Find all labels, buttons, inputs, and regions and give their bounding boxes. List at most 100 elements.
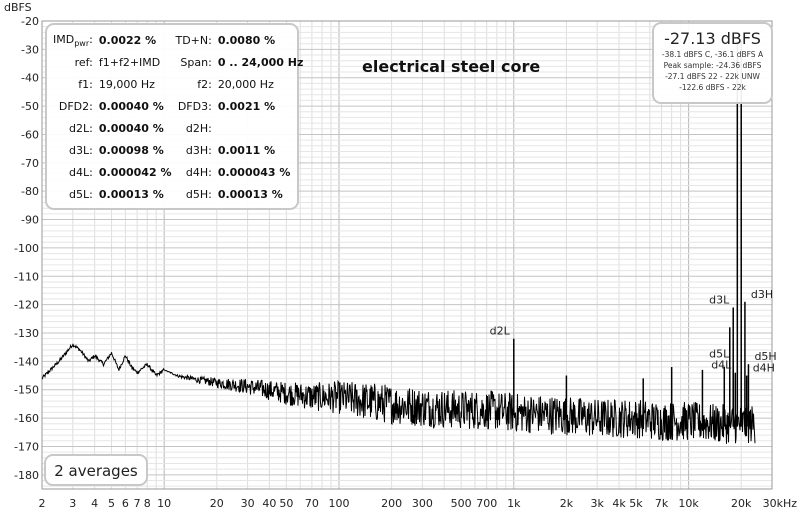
x-tick-label: 4k	[612, 497, 626, 510]
x-tick-label: 30	[241, 497, 255, 510]
stats-row: d5L: 0.00013 % d5H: 0.00013 %	[51, 183, 305, 205]
peak-label: d4H	[753, 362, 775, 375]
stats-value: 0.000043 %	[217, 165, 291, 179]
stats-value: 19,000 Hz	[98, 77, 155, 91]
axes: -20 -30 -40 -50 -60 -70 -80 -90 -100 -110 -120 -130…	[4, 1, 797, 510]
stats-value: 0 .. 24,000 Hz	[217, 55, 304, 69]
stats-label: f2:	[197, 77, 212, 91]
y-tick-label: -150	[14, 384, 39, 397]
y-tick-label: -170	[14, 440, 39, 453]
averages-badge: 2 averages	[44, 454, 148, 486]
x-tick-label: 40	[262, 497, 276, 510]
stats-label: DFD2:	[58, 99, 93, 113]
x-tick-label: 1k	[507, 497, 521, 510]
stats-value: 0.00013 %	[98, 187, 164, 201]
peak-label: d2L	[490, 325, 511, 338]
stats-label: DFD3:	[177, 99, 212, 113]
x-tick-label: 3k	[591, 497, 605, 510]
x-tick-label: 50	[279, 497, 293, 510]
trace-layer	[41, 343, 756, 444]
stats-value: 0.00013 %	[217, 187, 283, 201]
x-tick-label: 8	[144, 497, 151, 510]
x-tick-label: 300	[412, 497, 433, 510]
plot-frame	[41, 20, 773, 490]
level-main: -27.13 dBFS	[664, 29, 761, 48]
stats-label: TD+N:	[175, 33, 212, 47]
stats-row: IMDpwr: 0.0022 % TD+N: 0.0080 %	[51, 29, 305, 51]
level-line-3: -27.1 dBFS 22 - 22k UNW	[665, 72, 760, 81]
stats-row: ref: f1+f2+IMD Span: 0 .. 24,000 Hz	[51, 51, 305, 73]
stats-value: 0.00040 %	[98, 121, 164, 135]
stats-table: IMDpwr: 0.0022 % TD+N: 0.0080 % ref: f1+f2+IM…	[51, 29, 305, 205]
level-line-1: -38.1 dBFS C, -36.1 dBFS A	[661, 50, 764, 59]
x-tick-label: 7	[134, 497, 141, 510]
x-tick-label: 4	[91, 497, 98, 510]
y-tick-label: -70	[21, 157, 39, 170]
y-tick-label: -40	[21, 72, 39, 85]
y-tick-label: -50	[21, 100, 39, 113]
y-tick-label: -30	[21, 43, 39, 56]
x-tick-label: 5	[108, 497, 115, 510]
x-tick-label: 70	[305, 497, 319, 510]
y-tick-label: -140	[14, 355, 39, 368]
y-tick-label: -100	[14, 242, 39, 255]
x-tick-label: 500	[451, 497, 472, 510]
x-tick-label: 7k	[655, 497, 669, 510]
y-tick-label: -180	[14, 469, 39, 482]
stats-value: 0.0021 %	[217, 99, 276, 113]
y-tick-label: -60	[21, 128, 39, 141]
level-line-2: Peak sample: -24.36 dBFS	[663, 61, 762, 70]
x-tick-label: 5k	[629, 497, 643, 510]
stats-label: d5H:	[185, 187, 212, 201]
stats-label: d3L:	[69, 143, 93, 157]
x-tick-label: 10	[157, 497, 171, 510]
peak-label: d3L	[709, 293, 730, 306]
stats-label: d5L:	[69, 187, 93, 201]
stats-value: 20,000 Hz	[217, 77, 274, 91]
x-tick-label: 2	[39, 497, 46, 510]
x-axis-unit: 30kHz	[763, 497, 798, 510]
x-tick-label: 20	[210, 497, 224, 510]
stats-row: DFD2: 0.00040 % DFD3: 0.0021 %	[51, 95, 305, 117]
peak-label: d5H	[754, 350, 776, 363]
x-tick-label: 700	[476, 497, 497, 510]
stats-label: d3H:	[185, 143, 212, 157]
stats-label: d2H:	[185, 121, 212, 135]
y-tick-label: -120	[14, 299, 39, 312]
y-tick-label: -90	[21, 214, 39, 227]
stats-row: d2L: 0.00040 % d2H:	[51, 117, 305, 139]
level-panel: -27.13 dBFS -38.1 dBFS C, -36.1 dBFS A P…	[652, 22, 773, 104]
stats-value: 0.00098 %	[98, 143, 164, 157]
stats-panel: IMDpwr: 0.0022 % TD+N: 0.0080 % ref: f1+f2+IM…	[45, 23, 303, 210]
peak-label: d3H	[751, 288, 773, 301]
x-tick-label: 10k	[678, 497, 699, 510]
level-line-4: -122.6 dBFS - 22k	[679, 83, 746, 92]
y-axis-unit: dBFS	[4, 1, 32, 14]
stats-value: 0.0011 %	[217, 143, 276, 157]
y-tick-label: -130	[14, 327, 39, 340]
y-tick-label: -20	[21, 15, 39, 28]
stats-value: 0.00040 %	[98, 99, 164, 113]
stats-row: f1: 19,000 Hz f2: 20,000 Hz	[51, 73, 305, 95]
stats-row: d4L: 0.000042 % d4H: 0.000043 %	[51, 161, 305, 183]
chart-title: electrical steel core	[362, 57, 541, 76]
stats-value: 0.0022 %	[98, 33, 157, 47]
y-tick-label: -80	[21, 185, 39, 198]
y-tick-label: -110	[14, 270, 39, 283]
stats-row: d3L: 0.00098 % d3H: 0.0011 %	[51, 139, 305, 161]
x-tick-label: 3	[69, 497, 76, 510]
stats-label: f1:	[78, 77, 93, 91]
stats-label: d4H:	[185, 165, 212, 179]
stats-value: f1+f2+IMD	[98, 55, 161, 69]
peak-label: d5L	[709, 347, 730, 360]
x-tick-label: 200	[381, 497, 402, 510]
stats-label: d2L:	[69, 121, 93, 135]
stats-label: IMDpwr:	[53, 32, 93, 48]
x-tick-label: 2k	[560, 497, 574, 510]
spectrum-trace	[41, 343, 756, 444]
peak-label: d4L	[711, 359, 732, 372]
x-tick-label: 100	[328, 497, 349, 510]
stats-label: ref:	[74, 55, 93, 69]
x-tick-label: 6	[122, 497, 129, 510]
